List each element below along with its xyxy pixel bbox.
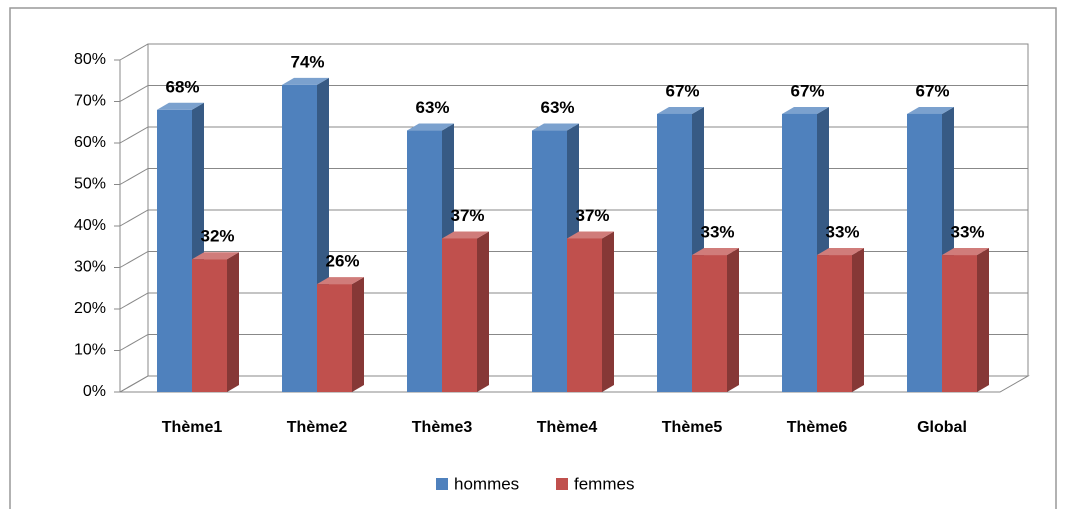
grid-line (119, 85, 1028, 102)
data-label: 33% (825, 223, 859, 242)
bar (657, 113, 692, 392)
legend-label: hommes (454, 474, 519, 493)
data-label: 26% (325, 252, 359, 271)
data-label: 37% (575, 206, 609, 225)
bar (782, 113, 817, 392)
bar-top (192, 252, 239, 260)
bar-side (727, 248, 739, 392)
data-label: 63% (415, 98, 449, 117)
bar-top (692, 248, 739, 256)
bar (282, 84, 317, 393)
grid-line (119, 209, 1028, 227)
data-label: 74% (290, 52, 324, 71)
legend-swatch (556, 478, 568, 490)
x-tick-label: Thème5 (662, 419, 723, 436)
bar (442, 238, 477, 392)
y-tick-label: 30% (74, 259, 106, 276)
bar (817, 255, 852, 392)
data-label: 37% (450, 206, 484, 225)
bar (407, 130, 442, 393)
bar-top (442, 231, 489, 239)
data-label: 33% (700, 223, 734, 242)
bar-top (567, 231, 614, 239)
y-tick-label: 10% (74, 342, 106, 359)
data-label: 67% (915, 81, 949, 100)
x-tick-label: Global (917, 419, 967, 436)
y-tick-label: 20% (74, 300, 106, 317)
bar-side (852, 248, 864, 392)
grid-line (119, 43, 1028, 61)
x-tick-label: Thème1 (162, 419, 223, 436)
walls: 0% 10% 20% 30% 40% 50% 60% 70% 80% (74, 43, 1030, 400)
x-tick-label: Thème6 (787, 419, 848, 436)
bar-top (282, 77, 329, 85)
bar-side (477, 231, 489, 392)
y-tick-label: 60% (74, 134, 106, 151)
x-tick-label: Thème3 (412, 419, 473, 436)
bar-side (977, 248, 989, 392)
data-label: 68% (165, 77, 199, 96)
marks: Thème1 68% 32% Thème2 74% 26% Thème3 63% 37% Thèm… (157, 52, 989, 436)
data-label: 67% (790, 81, 824, 100)
bar (567, 238, 602, 392)
bar (317, 284, 352, 392)
bar-top (317, 277, 364, 285)
x-tick-label: Thème4 (537, 419, 598, 436)
y-tick-label: 50% (74, 176, 106, 193)
bar-top (942, 248, 989, 256)
bar-side (352, 277, 364, 392)
bar-top (817, 248, 864, 256)
bar-top (532, 123, 579, 131)
y-tick-label: 40% (74, 217, 106, 234)
bar-top (407, 123, 454, 131)
bar (532, 130, 567, 393)
y-tick-label: 70% (74, 93, 106, 110)
bar (907, 113, 942, 392)
bar-side (602, 231, 614, 392)
bar (192, 259, 227, 392)
legend-label: femmes (574, 474, 634, 493)
data-label: 63% (540, 98, 574, 117)
grid-line (119, 168, 1028, 185)
x-tick-label: Thème2 (287, 419, 348, 436)
grid-line (119, 126, 1028, 144)
bar-top (657, 106, 704, 114)
bar-top (782, 106, 829, 114)
bar (692, 255, 727, 392)
y-tick-label: 80% (74, 51, 106, 68)
bar-top (157, 102, 204, 110)
data-label: 33% (950, 223, 984, 242)
data-label: 32% (200, 227, 234, 246)
legend-swatch (436, 478, 448, 490)
bar-side (227, 252, 239, 392)
y-tick-label: 0% (83, 383, 106, 400)
data-label: 67% (665, 81, 699, 100)
bar-top (907, 106, 954, 114)
bar (157, 109, 192, 393)
bar (942, 255, 977, 392)
